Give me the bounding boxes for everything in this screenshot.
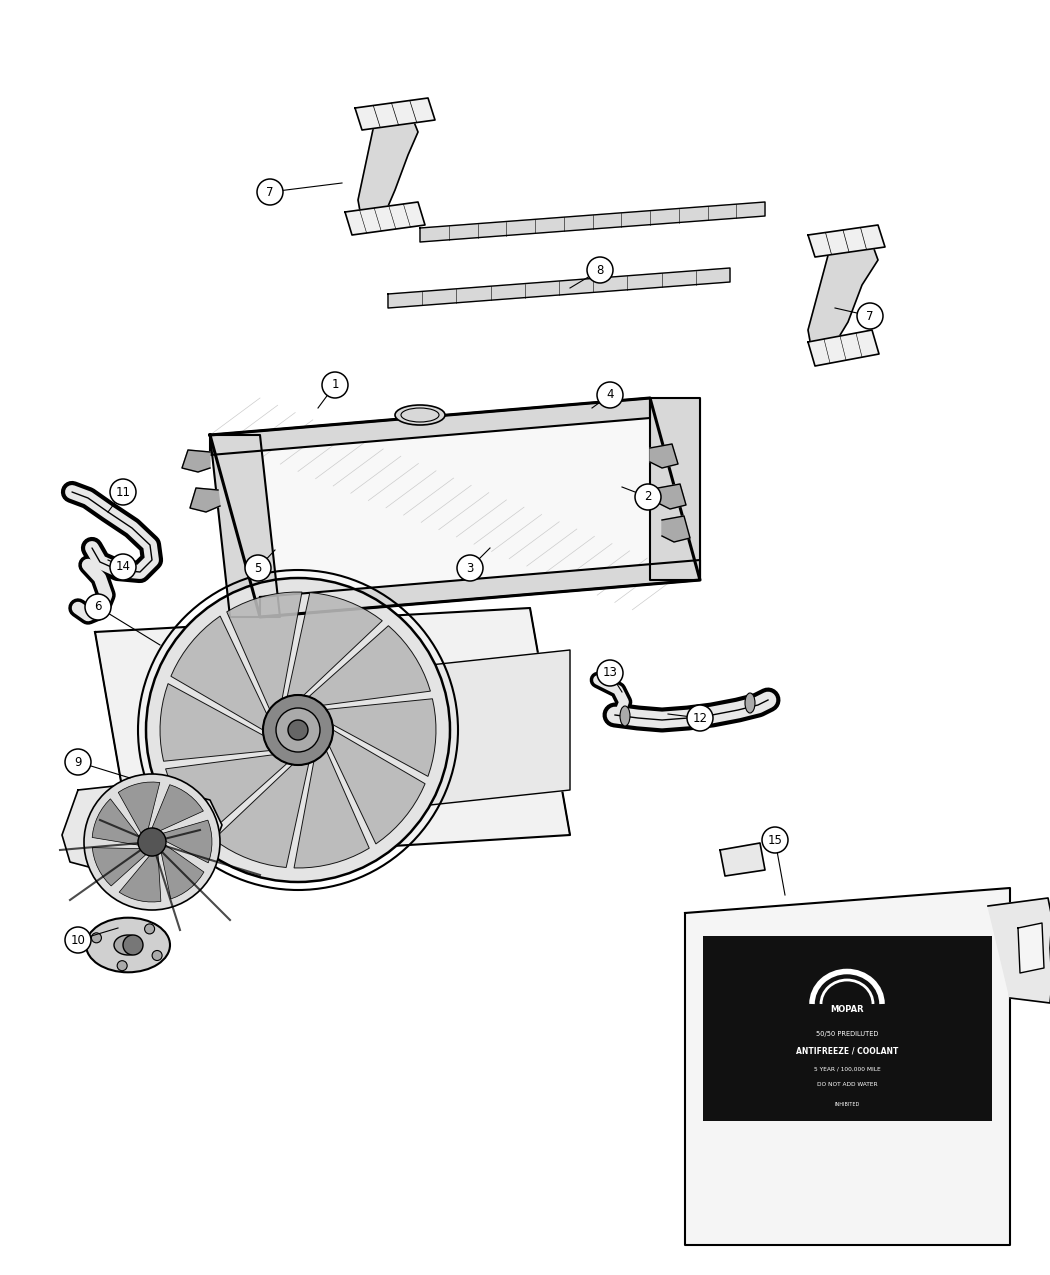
Circle shape [322, 372, 348, 398]
Polygon shape [227, 592, 302, 709]
Polygon shape [182, 450, 210, 472]
Text: 3: 3 [466, 561, 474, 575]
Text: 1: 1 [331, 379, 339, 391]
Circle shape [762, 827, 788, 853]
Text: ANTIFREEZE / COOLANT: ANTIFREEZE / COOLANT [796, 1047, 898, 1056]
Circle shape [118, 960, 127, 970]
Circle shape [597, 660, 623, 686]
Ellipse shape [86, 918, 170, 973]
Ellipse shape [114, 935, 142, 955]
Circle shape [587, 258, 613, 283]
Polygon shape [358, 112, 418, 224]
Polygon shape [190, 488, 220, 513]
Bar [704, 936, 992, 1121]
Text: INHIBITED: INHIBITED [835, 1102, 860, 1107]
Polygon shape [260, 560, 700, 617]
Text: 13: 13 [603, 667, 617, 680]
Ellipse shape [746, 694, 755, 713]
Polygon shape [166, 755, 288, 834]
Polygon shape [214, 764, 309, 867]
Polygon shape [420, 201, 765, 242]
Circle shape [597, 382, 623, 408]
Circle shape [262, 695, 333, 765]
Polygon shape [94, 608, 570, 862]
Polygon shape [988, 898, 1050, 1003]
Circle shape [257, 179, 284, 205]
Polygon shape [210, 435, 280, 617]
Text: 7: 7 [267, 185, 274, 199]
Text: 7: 7 [866, 310, 874, 323]
Text: DO NOT ADD WATER: DO NOT ADD WATER [817, 1081, 878, 1086]
Circle shape [65, 748, 91, 775]
Circle shape [110, 555, 136, 580]
Text: 10: 10 [70, 933, 85, 946]
Polygon shape [808, 330, 879, 366]
Circle shape [138, 827, 166, 856]
Circle shape [687, 705, 713, 731]
Text: MOPAR: MOPAR [831, 1005, 864, 1014]
Text: 8: 8 [596, 264, 604, 277]
Polygon shape [119, 854, 161, 901]
Text: 2: 2 [645, 491, 652, 504]
Circle shape [123, 935, 143, 955]
Polygon shape [309, 626, 430, 705]
Polygon shape [160, 683, 270, 761]
Ellipse shape [395, 405, 445, 425]
Polygon shape [650, 398, 700, 580]
Polygon shape [430, 650, 570, 805]
Polygon shape [388, 268, 730, 309]
Text: 9: 9 [75, 756, 82, 769]
Circle shape [635, 484, 662, 510]
Circle shape [65, 927, 91, 952]
Text: 12: 12 [693, 711, 708, 724]
Polygon shape [163, 820, 212, 863]
Circle shape [91, 933, 102, 942]
Circle shape [146, 578, 450, 882]
Polygon shape [152, 784, 204, 831]
Circle shape [288, 720, 308, 739]
Circle shape [276, 708, 320, 752]
Polygon shape [294, 751, 370, 868]
Circle shape [110, 479, 136, 505]
Polygon shape [650, 444, 678, 468]
Text: 5 YEAR / 100,000 MILE: 5 YEAR / 100,000 MILE [814, 1066, 880, 1071]
Circle shape [457, 555, 483, 581]
Polygon shape [808, 238, 878, 354]
Text: 50/50 PREDILUTED: 50/50 PREDILUTED [816, 1031, 878, 1037]
Polygon shape [327, 699, 436, 776]
Polygon shape [330, 731, 425, 844]
Polygon shape [355, 98, 435, 130]
Text: 15: 15 [768, 834, 782, 847]
Polygon shape [92, 799, 140, 845]
Text: 5: 5 [254, 561, 261, 575]
Polygon shape [92, 848, 146, 886]
Circle shape [245, 555, 271, 581]
Polygon shape [210, 398, 650, 455]
Polygon shape [345, 201, 425, 235]
Polygon shape [808, 224, 885, 258]
Circle shape [857, 303, 883, 329]
Polygon shape [1018, 923, 1044, 973]
Circle shape [145, 924, 154, 933]
Circle shape [152, 950, 162, 960]
Polygon shape [162, 845, 204, 899]
Text: 6: 6 [94, 601, 102, 613]
Text: 14: 14 [116, 561, 130, 574]
Ellipse shape [620, 706, 630, 725]
Polygon shape [658, 484, 686, 509]
Circle shape [84, 774, 220, 910]
Text: 11: 11 [116, 486, 130, 499]
Text: 4: 4 [606, 389, 614, 402]
Polygon shape [685, 887, 1010, 1244]
Polygon shape [662, 516, 690, 542]
Polygon shape [62, 783, 222, 880]
Circle shape [85, 594, 111, 620]
Polygon shape [720, 843, 765, 876]
Polygon shape [210, 398, 700, 617]
Polygon shape [119, 782, 160, 834]
Polygon shape [171, 616, 267, 731]
Polygon shape [288, 593, 382, 696]
